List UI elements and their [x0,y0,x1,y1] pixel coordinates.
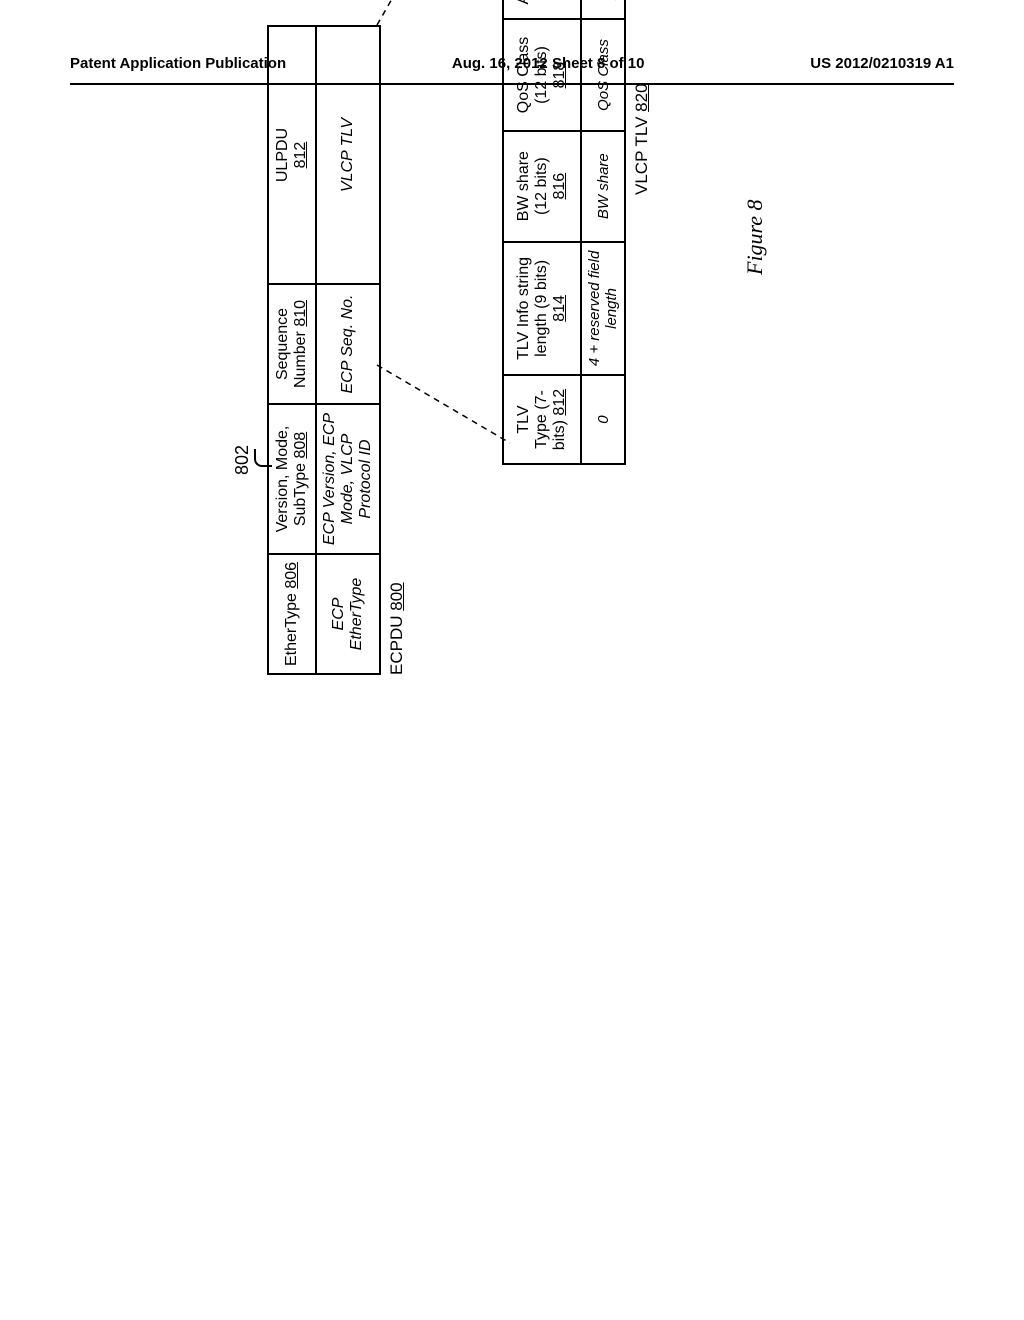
label-802: 802 [232,445,253,475]
tlv-bw-ref: 816 [551,173,568,200]
tlv-type-val: 0 [581,375,625,464]
ecpdu-ulpdu-val: VLCP TLV [316,26,380,284]
ecpdu-seqnum-val: ECP Seq. No. [316,284,380,404]
dash-line-left [377,365,510,443]
tlv-qos-l2: (12 bits) [533,46,550,104]
vlcp-tlv-label: VLCP TLV 820 [632,83,652,195]
tlv-type-l3: bits) [551,416,568,451]
tlv-len-l2: length (9 bits) [533,260,550,357]
tlv-bw-cell: BW share (12 bits) 816 [503,131,581,242]
diagram-rotated: 802 EtherType 806 Version, Mode, SubType… [232,0,792,675]
tlv-qos-l1: QoS Class [515,37,532,113]
dash-line-right [377,0,510,25]
tlv-type-ref: 812 [551,389,568,416]
ecpdu-table: EtherType 806 Version, Mode, SubType 808… [267,25,381,675]
ecpdu-version-line2: SubType [292,459,309,527]
ecpdu-ulpdu-ref: 812 [292,142,309,169]
tlv-value-row: 0 4 + reserved field length BW share QoS… [581,0,625,464]
tlv-len-l1: TLV Info string [515,257,532,360]
ecpdu-version-line1: Version, Mode, [274,426,291,533]
tlv-qos-val: QoS Class [581,19,625,130]
tlv-len-ref: 814 [551,295,568,322]
tlv-header-row: TLV Type (7- bits) 812 TLV Info string l… [503,0,581,464]
tlv-alg-val: BW/QoS Algorithm ID [581,0,625,19]
ecpdu-version-ref: 808 [292,432,309,459]
ecpdu-seqnum-cell: Sequence Number 810 [268,284,316,404]
tlv-len-cell: TLV Info string length (9 bits) 814 [503,242,581,375]
ecpdu-ulpdu-label: ULPDU [274,128,291,182]
tlv-type-l1: TLV [515,405,532,433]
tlv-alg-cell: Algorithm ID, willing bit (9 bits) 820 [503,0,581,19]
ecpdu-label: ECPDU 800 [387,582,407,675]
figure-caption: Figure 8 [742,199,768,275]
ecpdu-label-text: ECPDU [387,611,406,675]
header-right: US 2012/0210319 A1 [810,55,954,72]
tlv-qos-cell: QoS Class (12 bits) 818 [503,19,581,130]
vlcp-tlv-table: TLV Type (7- bits) 812 TLV Info string l… [502,0,626,465]
tlv-bw-l2: (12 bits) [533,157,550,215]
vlcp-tlv-label-text: VLCP TLV [632,112,651,195]
tlv-type-cell: TLV Type (7- bits) 812 [503,375,581,464]
tlv-len-val: 4 + reserved field length [581,242,625,375]
ecpdu-seqnum-ref: 810 [292,300,309,327]
diagram: 802 EtherType 806 Version, Mode, SubType… [512,230,513,231]
tlv-qos-ref: 818 [551,62,568,89]
ecpdu-seqnum-line2: Number [292,327,309,388]
tlv-alg-l1: Algorithm ID, [515,0,532,5]
ecpdu-version-cell: Version, Mode, SubType 808 [268,404,316,554]
ecpdu-ethertype-cell: EtherType 806 [268,554,316,674]
ecpdu-ethertype-val: ECP EtherType [316,554,380,674]
ecpdu-ethertype-ref: 806 [283,562,300,589]
tlv-bw-val: BW share [581,131,625,242]
ecpdu-seqnum-line1: Sequence [274,308,291,380]
vlcp-tlv-label-ref: 820 [632,83,651,111]
ecpdu-ulpdu-cell: ULPDU 812 [268,26,316,284]
ecpdu-header-row: EtherType 806 Version, Mode, SubType 808… [268,26,316,674]
tlv-bw-l1: BW share [515,151,532,221]
ecpdu-label-ref: 800 [387,582,406,610]
ecpdu-version-val: ECP Version, ECP Mode, VLCP Protocol ID [316,404,380,554]
ecpdu-value-row: ECP EtherType ECP Version, ECP Mode, VLC… [316,26,380,674]
tlv-type-l2: Type (7- [533,390,550,449]
ecpdu-ethertype-label: EtherType [283,589,300,666]
